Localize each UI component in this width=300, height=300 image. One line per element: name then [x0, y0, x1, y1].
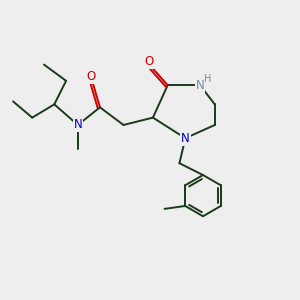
Text: N: N [196, 79, 204, 92]
Text: H: H [204, 74, 211, 84]
Text: N: N [74, 118, 82, 131]
Text: O: O [86, 70, 96, 83]
Text: N: N [181, 132, 190, 145]
Text: O: O [144, 55, 153, 68]
